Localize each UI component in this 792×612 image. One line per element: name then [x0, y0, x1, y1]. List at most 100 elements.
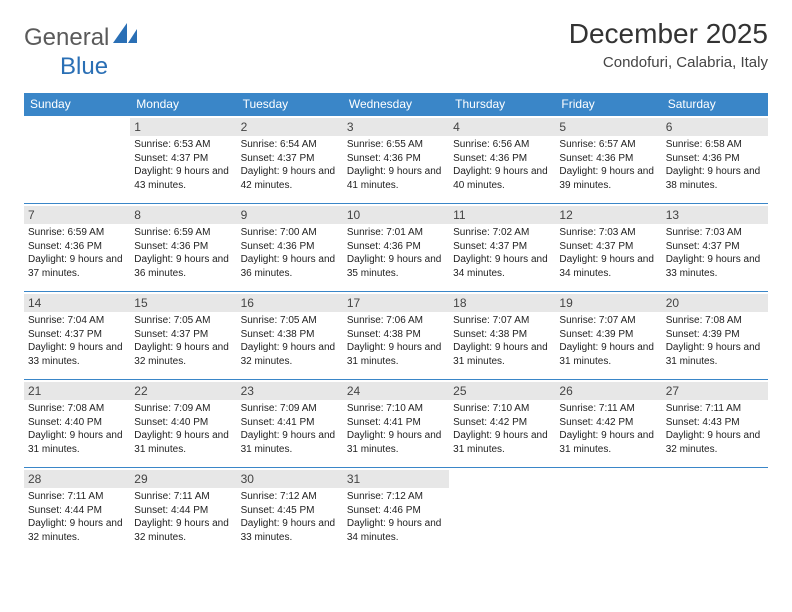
sunset-text: Sunset: 4:44 PM: [28, 504, 126, 518]
day-details: Sunrise: 7:08 AMSunset: 4:40 PMDaylight:…: [28, 402, 126, 456]
day-number: 1: [130, 118, 236, 136]
calendar-cell: [555, 467, 661, 555]
day-details: Sunrise: 6:57 AMSunset: 4:36 PMDaylight:…: [559, 138, 657, 192]
calendar-cell: 30Sunrise: 7:12 AMSunset: 4:45 PMDayligh…: [237, 467, 343, 555]
sunset-text: Sunset: 4:42 PM: [453, 416, 551, 430]
daylight-text: Daylight: 9 hours and 32 minutes.: [134, 341, 232, 368]
month-title: December 2025: [569, 18, 768, 50]
sunset-text: Sunset: 4:36 PM: [347, 240, 445, 254]
daylight-text: Daylight: 9 hours and 42 minutes.: [241, 165, 339, 192]
day-number: [662, 470, 768, 488]
sunset-text: Sunset: 4:42 PM: [559, 416, 657, 430]
day-number: 9: [237, 206, 343, 224]
day-number: 4: [449, 118, 555, 136]
calendar-cell: 21Sunrise: 7:08 AMSunset: 4:40 PMDayligh…: [24, 379, 130, 467]
day-number: 20: [662, 294, 768, 312]
calendar-cell: 27Sunrise: 7:11 AMSunset: 4:43 PMDayligh…: [662, 379, 768, 467]
calendar-cell: 26Sunrise: 7:11 AMSunset: 4:42 PMDayligh…: [555, 379, 661, 467]
sunrise-text: Sunrise: 7:07 AM: [559, 314, 657, 328]
sunrise-text: Sunrise: 7:09 AM: [134, 402, 232, 416]
sunset-text: Sunset: 4:36 PM: [666, 152, 764, 166]
calendar-cell: [449, 467, 555, 555]
calendar-cell: 2 Sunrise: 6:54 AMSunset: 4:37 PMDaylight…: [237, 115, 343, 203]
sunrise-text: Sunrise: 7:10 AM: [347, 402, 445, 416]
daylight-text: Daylight: 9 hours and 36 minutes.: [134, 253, 232, 280]
day-number: 12: [555, 206, 661, 224]
sunset-text: Sunset: 4:38 PM: [241, 328, 339, 342]
calendar-cell: 6Sunrise: 6:58 AMSunset: 4:36 PMDaylight…: [662, 115, 768, 203]
day-details: Sunrise: 7:05 AMSunset: 4:38 PMDaylight:…: [241, 314, 339, 368]
sunrise-text: Sunrise: 6:59 AM: [28, 226, 126, 240]
dow-header: Thursday: [449, 93, 555, 115]
day-number: 27: [662, 382, 768, 400]
sunrise-text: Sunrise: 6:53 AM: [134, 138, 232, 152]
day-details: Sunrise: 6:55 AMSunset: 4:36 PMDaylight:…: [347, 138, 445, 192]
daylight-text: Daylight: 9 hours and 33 minutes.: [241, 517, 339, 544]
calendar-cell: [24, 115, 130, 203]
daylight-text: Daylight: 9 hours and 31 minutes.: [559, 341, 657, 368]
day-details: Sunrise: 7:05 AMSunset: 4:37 PMDaylight:…: [134, 314, 232, 368]
daylight-text: Daylight: 9 hours and 31 minutes.: [347, 429, 445, 456]
sunset-text: Sunset: 4:36 PM: [559, 152, 657, 166]
daylight-text: Daylight: 9 hours and 31 minutes.: [666, 341, 764, 368]
dow-header: Sunday: [24, 93, 130, 115]
sunrise-text: Sunrise: 7:04 AM: [28, 314, 126, 328]
day-details: Sunrise: 7:07 AMSunset: 4:38 PMDaylight:…: [453, 314, 551, 368]
day-number: 2: [237, 118, 343, 136]
daylight-text: Daylight: 9 hours and 37 minutes.: [28, 253, 126, 280]
day-details: Sunrise: 6:59 AMSunset: 4:36 PMDaylight:…: [28, 226, 126, 280]
sunset-text: Sunset: 4:36 PM: [347, 152, 445, 166]
day-number: 15: [130, 294, 236, 312]
day-number: [449, 470, 555, 488]
day-number: 7: [24, 206, 130, 224]
calendar-grid: SundayMondayTuesdayWednesdayThursdayFrid…: [24, 93, 768, 555]
sunrise-text: Sunrise: 7:11 AM: [28, 490, 126, 504]
day-details: Sunrise: 7:09 AMSunset: 4:41 PMDaylight:…: [241, 402, 339, 456]
sunset-text: Sunset: 4:37 PM: [666, 240, 764, 254]
day-details: Sunrise: 7:06 AMSunset: 4:38 PMDaylight:…: [347, 314, 445, 368]
sunset-text: Sunset: 4:36 PM: [241, 240, 339, 254]
calendar-cell: 11Sunrise: 7:02 AMSunset: 4:37 PMDayligh…: [449, 203, 555, 291]
sunrise-text: Sunrise: 7:08 AM: [28, 402, 126, 416]
day-number: 17: [343, 294, 449, 312]
sunset-text: Sunset: 4:37 PM: [28, 328, 126, 342]
sunrise-text: Sunrise: 7:06 AM: [347, 314, 445, 328]
logo: General: [24, 24, 139, 52]
sunset-text: Sunset: 4:41 PM: [241, 416, 339, 430]
daylight-text: Daylight: 9 hours and 31 minutes.: [134, 429, 232, 456]
calendar-cell: 14 Sunrise: 7:04 AMSunset: 4:37 PMDayligh…: [24, 291, 130, 379]
day-number: 22: [130, 382, 236, 400]
sunrise-text: Sunrise: 7:05 AM: [134, 314, 232, 328]
day-details: Sunrise: 7:09 AMSunset: 4:40 PMDaylight:…: [134, 402, 232, 456]
dow-header: Friday: [555, 93, 661, 115]
dow-header: Monday: [130, 93, 236, 115]
logo-text-blue: Blue: [60, 53, 108, 80]
location: Condofuri, Calabria, Italy: [569, 54, 768, 71]
daylight-text: Daylight: 9 hours and 32 minutes.: [241, 341, 339, 368]
day-number: 14: [24, 294, 130, 312]
day-number: [24, 118, 130, 136]
calendar-cell: [662, 467, 768, 555]
day-details: Sunrise: 7:08 AMSunset: 4:39 PMDaylight:…: [666, 314, 764, 368]
day-details: Sunrise: 7:12 AMSunset: 4:45 PMDaylight:…: [241, 490, 339, 544]
day-number: 28: [24, 470, 130, 488]
calendar-cell: 22 Sunrise: 7:09 AMSunset: 4:40 PMDayligh…: [130, 379, 236, 467]
daylight-text: Daylight: 9 hours and 33 minutes.: [28, 341, 126, 368]
sunrise-text: Sunrise: 7:12 AM: [347, 490, 445, 504]
sunset-text: Sunset: 4:37 PM: [241, 152, 339, 166]
daylight-text: Daylight: 9 hours and 31 minutes.: [453, 341, 551, 368]
day-details: Sunrise: 6:54 AMSunset: 4:37 PMDaylight:…: [241, 138, 339, 192]
day-details: Sunrise: 6:59 AMSunset: 4:36 PMDaylight:…: [134, 226, 232, 280]
logo-text-general: General: [24, 24, 109, 52]
day-details: Sunrise: 7:10 AMSunset: 4:41 PMDaylight:…: [347, 402, 445, 456]
calendar-cell: 28Sunrise: 7:11 AMSunset: 4:44 PMDayligh…: [24, 467, 130, 555]
calendar-cell: 4Sunrise: 6:56 AMSunset: 4:36 PMDaylight…: [449, 115, 555, 203]
calendar-page: General December 2025 Condofuri, Calabri…: [0, 0, 792, 555]
sunset-text: Sunset: 4:37 PM: [134, 152, 232, 166]
day-details: Sunrise: 7:11 AMSunset: 4:42 PMDaylight:…: [559, 402, 657, 456]
day-details: Sunrise: 7:04 AMSunset: 4:37 PMDaylight:…: [28, 314, 126, 368]
calendar-cell: 25Sunrise: 7:10 AMSunset: 4:42 PMDayligh…: [449, 379, 555, 467]
day-details: Sunrise: 7:10 AMSunset: 4:42 PMDaylight:…: [453, 402, 551, 456]
logo-sail-icon: [113, 23, 139, 52]
day-number: [555, 470, 661, 488]
